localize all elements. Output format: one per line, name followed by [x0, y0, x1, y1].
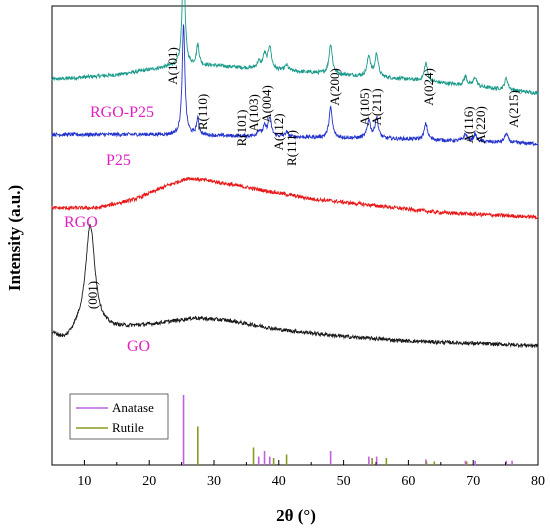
peak-label: A(103) — [246, 94, 261, 132]
x-tick-label-20: 20 — [142, 474, 156, 489]
series-line-rgo-p25 — [51, 0, 539, 95]
series-line-rgo — [51, 176, 539, 220]
peak-label: A(105) — [357, 88, 372, 126]
plot-frame-rect — [51, 5, 539, 466]
series-curves — [51, 0, 539, 349]
peak-label: A(200) — [327, 68, 342, 106]
peak-label: R(101) — [234, 110, 249, 147]
x-tick-label-60: 60 — [401, 474, 415, 489]
peak-labels: A(101) R(110) R(101)A(103)A(004)A(112)R(11… — [85, 47, 521, 309]
legend-box — [69, 393, 169, 440]
reference-lines — [182, 395, 513, 465]
x-tick-label-10: 10 — [77, 474, 91, 489]
series-label-rgo-p25: RGO-P25 — [90, 104, 154, 121]
series-line-p25 — [51, 24, 539, 147]
reference-legend: Anatase Rutile — [69, 393, 169, 440]
x-tick-label-50: 50 — [337, 474, 351, 489]
peak-label: A(215) — [506, 90, 521, 128]
peak-label: R(111) — [284, 130, 299, 166]
peak-label: A(211) — [369, 88, 384, 125]
peak-label: A(220) — [473, 106, 488, 144]
peak-label: A(004) — [259, 85, 274, 123]
peak-label: (001) — [85, 281, 100, 309]
x-axis: 10 20 30 40 50 60 70 80 — [51, 460, 545, 489]
legend-label-rutile: Rutile — [112, 420, 144, 435]
legend-label-anatase: Anatase — [112, 400, 154, 415]
x-axis-label: 2θ (°) — [276, 506, 316, 525]
x-tick-label-70: 70 — [466, 474, 480, 489]
peak-label: R(110) — [195, 94, 210, 130]
series-labels: RGO-P25 P25 RGO GO — [64, 104, 154, 355]
x-tick-label-80: 80 — [531, 474, 545, 489]
x-tick-label-40: 40 — [272, 474, 286, 489]
series-label-rgo: RGO — [64, 214, 98, 231]
peak-label: A(112) — [271, 113, 286, 150]
plot-frame — [51, 5, 539, 466]
peak-label: A(116) — [461, 106, 476, 143]
y-axis-label: Intensity (a.u.) — [5, 185, 24, 291]
x-tick-label-30: 30 — [207, 474, 221, 489]
peak-label: A(101) — [165, 47, 180, 85]
series-label-p25: P25 — [106, 152, 131, 169]
series-label-go: GO — [127, 338, 150, 355]
series-line-go — [51, 223, 539, 349]
peak-label: A(024) — [421, 68, 436, 106]
